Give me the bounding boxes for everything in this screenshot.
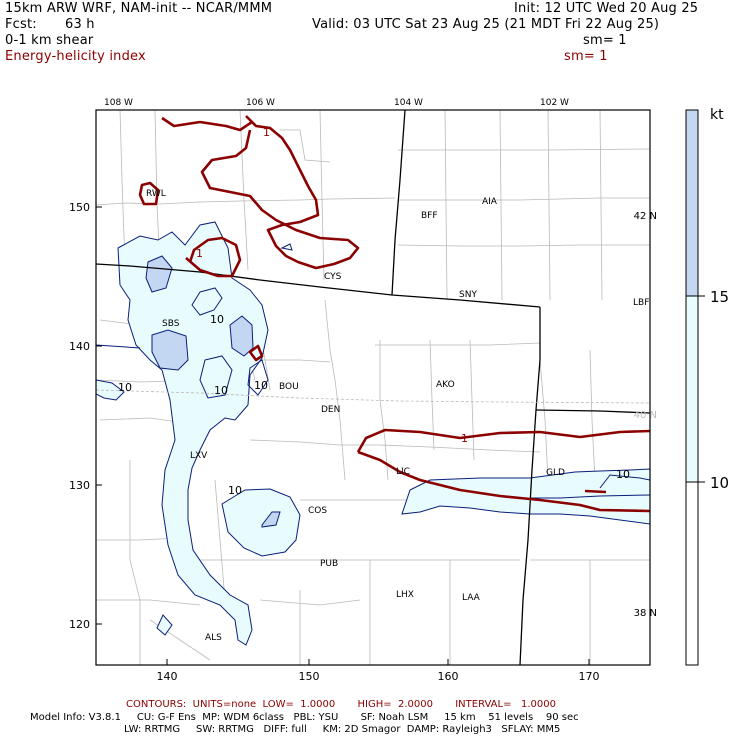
station-label: AIA [482,197,498,207]
contour-info: CONTOURS: UNITS=none LOW= 1.0000 HIGH= 2… [126,699,556,710]
station-label: AKO [436,380,455,390]
colorbar-tick: 10 [710,474,729,492]
axis-ticks [96,206,590,665]
forecast-hour: 63 h [65,17,95,32]
field-shear-title: 0-1 km shear [5,33,94,48]
grid-x-label: 150 [299,670,320,683]
init-time: Init: 12 UTC Wed 20 Aug 25 [514,1,699,16]
shear-contour-label: 10 [254,379,268,392]
station-label: DEN [321,405,340,415]
shear-contour-label: 10 [228,484,242,497]
shear-contour-label: 10 [118,381,132,394]
shear-contour-label: 10 [210,313,224,326]
helicity-contour-label: 1 [263,126,270,139]
colorbar [685,109,705,666]
lon-label: 104 W [394,98,423,108]
station-label: CYS [324,272,342,282]
station-label: LIC [396,467,410,477]
field-helicity-smoothing: sm= 1 [564,49,608,64]
grid-y-label: 150 [69,201,90,214]
lat-label: 40 N [634,410,657,421]
field-shear-smoothing: sm= 1 [583,33,627,48]
model-info-line2: LW: RRTMG SW: RRTMG DIFF: full KM: 2D Sm… [124,724,561,735]
station-label: GLD [546,468,565,478]
station-label: RWL [146,189,166,199]
station-label: LXV [190,451,208,461]
grid-x-label: 160 [438,670,459,683]
grid-y-label: 140 [69,340,90,353]
grid-x-label: 170 [579,670,600,683]
field-helicity-title: Energy-helicity index [5,49,146,64]
valid-time: Valid: 03 UTC Sat 23 Aug 25 (21 MDT Fri … [312,17,660,32]
lon-label: 102 W [540,98,569,108]
shear-contour-label: 10 [214,384,228,397]
grid-x-label: 140 [157,670,178,683]
forecast-label: Fcst: [5,17,37,32]
lon-label: 106 W [246,98,275,108]
station-label: SNY [459,290,477,300]
station-label: LAA [462,593,481,603]
cys-small-contour [280,243,293,251]
station-label: PUB [320,559,338,569]
colorbar-unit: kt [710,107,724,123]
lon-label: 108 W [104,98,133,108]
station-label: COS [308,506,327,516]
station-label: LHX [396,590,414,600]
station-label: LBF [633,298,649,308]
station-label: ALS [205,633,222,643]
shear-contour-label: 10 [616,468,630,481]
map-frame [95,109,651,666]
grid-y-label: 130 [69,479,90,492]
helicity-contour-label: 1 [196,247,203,260]
helicity-contour-label: 1 [461,432,468,445]
colorbar-tick: 15 [710,288,729,306]
station-label: BOU [279,382,299,392]
shear-contours [96,287,650,499]
helicity-contours [138,115,650,513]
station-label: BFF [421,211,438,221]
latitude-40n-line [96,389,650,404]
station-label: SBS [162,319,180,329]
model-title: 15km ARW WRF, NAM-init -- NCAR/MMM [5,1,273,16]
lat-label: 38 N [634,608,657,619]
shear-fill-15kt [145,255,281,528]
state-borders [96,110,650,665]
grid-y-label: 120 [69,618,90,631]
lat-label: 42 N [634,211,657,222]
model-info-line1: Model Info: V3.8.1 CU: G-F Ens MP: WDM 6… [30,712,579,723]
